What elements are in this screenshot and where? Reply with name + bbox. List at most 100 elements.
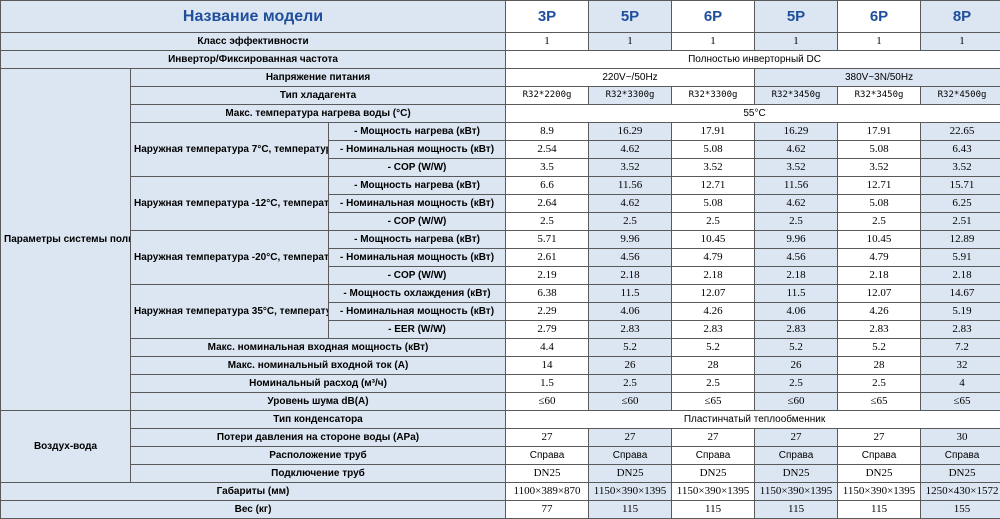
value-cell: 10.45 [838, 231, 921, 249]
value-cell: 2.83 [589, 321, 672, 339]
value-cell: 12.07 [672, 285, 755, 303]
value-cell: 2.29 [506, 303, 589, 321]
value-cell: 12.71 [672, 177, 755, 195]
value-cell: 4.62 [755, 195, 838, 213]
value-cell: 6.25 [921, 195, 1000, 213]
value-cell: 10.45 [672, 231, 755, 249]
value-cell: 4.06 [589, 303, 672, 321]
value-cell: 11.5 [755, 285, 838, 303]
value-cell: 2.5 [755, 375, 838, 393]
value-cell: 2.64 [506, 195, 589, 213]
condition-label: Наружная температура -20°C, температура … [131, 231, 329, 285]
value-cell: R32*3300g [672, 87, 755, 105]
pressure-loss-row: Потери давления на стороне воды (APa) 27 2… [1, 429, 1000, 447]
value-cell: 115 [755, 501, 838, 519]
model-code-header: 5P [755, 1, 838, 33]
value-cell: 2.18 [672, 267, 755, 285]
value-cell: 1 [921, 33, 1000, 51]
param-row: Наружная температура 7°C, температура во… [1, 123, 1000, 141]
row-label: Уровень шума dB(A) [131, 393, 506, 411]
value-cell: 6.43 [921, 141, 1000, 159]
value-cell: 27 [838, 429, 921, 447]
value-cell: R32*3450g [838, 87, 921, 105]
value-cell: 28 [672, 357, 755, 375]
value-cell: 2.18 [838, 267, 921, 285]
row-label: Потери давления на стороне воды (APa) [131, 429, 506, 447]
value-cell: DN25 [672, 465, 755, 483]
model-name-header: Название модели [1, 1, 506, 33]
value-cell: 4.4 [506, 339, 589, 357]
value-cell: R32*2200g [506, 87, 589, 105]
value-cell: 4.26 [672, 303, 755, 321]
value-cell: 2.5 [589, 375, 672, 393]
value-cell: 6.38 [506, 285, 589, 303]
value-cell: DN25 [589, 465, 672, 483]
value-cell: 2.83 [672, 321, 755, 339]
row-label: Инвертор/Фиксированная частота [1, 51, 506, 69]
value-cell: 2.18 [921, 267, 1000, 285]
value-cell: 1 [672, 33, 755, 51]
value-cell: 1.5 [506, 375, 589, 393]
value-cell: 27 [589, 429, 672, 447]
param-label: - Номинальная мощность (кВт) [329, 249, 506, 267]
value-cell: DN25 [838, 465, 921, 483]
value-cell: 2.5 [506, 213, 589, 231]
value-cell: 7.2 [921, 339, 1000, 357]
value-cell: 17.91 [672, 123, 755, 141]
value-cell: 2.5 [672, 375, 755, 393]
value-cell: 14.67 [921, 285, 1000, 303]
param-row: Наружная температура -20°C, температура … [1, 231, 1000, 249]
value-cell: 5.08 [838, 141, 921, 159]
value-cell: 4.06 [755, 303, 838, 321]
value-cell: 5.08 [672, 141, 755, 159]
param-label: - Номинальная мощность (кВт) [329, 195, 506, 213]
value-cell: 1150×390×1395 [838, 483, 921, 501]
row-label: Напряжение питания [131, 69, 506, 87]
row-label: Класс эффективности [1, 33, 506, 51]
param-label: - COP (W/W) [329, 213, 506, 231]
value-cell: 5.91 [921, 249, 1000, 267]
param-label: - EER (W/W) [329, 321, 506, 339]
value-cell: 1250×430×1572 [921, 483, 1000, 501]
value-cell: 4.62 [589, 195, 672, 213]
model-code-header: 6P [672, 1, 755, 33]
air-water-label: Воздух-вода [1, 411, 131, 483]
value-cell: 2.5 [672, 213, 755, 231]
value-cell: ≤60 [755, 393, 838, 411]
value-cell: 14 [506, 357, 589, 375]
value-cell: 5.08 [838, 195, 921, 213]
value-cell: 12.89 [921, 231, 1000, 249]
value-cell: Справа [755, 447, 838, 465]
value-cell: 26 [755, 357, 838, 375]
value-cell: 9.96 [589, 231, 672, 249]
value-cell: 2.18 [755, 267, 838, 285]
condition-label: Наружная температура 7°C, температура во… [131, 123, 329, 177]
row-label: Макс. номинальная входная мощность (кВт) [131, 339, 506, 357]
value-cell: 5.19 [921, 303, 1000, 321]
value-cell: 1 [589, 33, 672, 51]
value-cell: 5.71 [506, 231, 589, 249]
row-label: Тип хладагента [131, 87, 506, 105]
value-cell: 3.52 [755, 159, 838, 177]
value-cell: 115 [589, 501, 672, 519]
value-cell: Справа [838, 447, 921, 465]
param-row: Наружная температура 35°C, температура в… [1, 285, 1000, 303]
value-cell: 16.29 [755, 123, 838, 141]
value-cell: 4.26 [838, 303, 921, 321]
value-cell: 2.83 [838, 321, 921, 339]
model-code-header: 6P [838, 1, 921, 33]
value-cell: 3.52 [672, 159, 755, 177]
param-label: - Мощность нагрева (кВт) [329, 231, 506, 249]
value-cell: 155 [921, 501, 1000, 519]
value-cell: DN25 [755, 465, 838, 483]
value-cell: 55°C [506, 105, 1000, 123]
model-code-header: 8P [921, 1, 1000, 33]
value-cell: 2.19 [506, 267, 589, 285]
